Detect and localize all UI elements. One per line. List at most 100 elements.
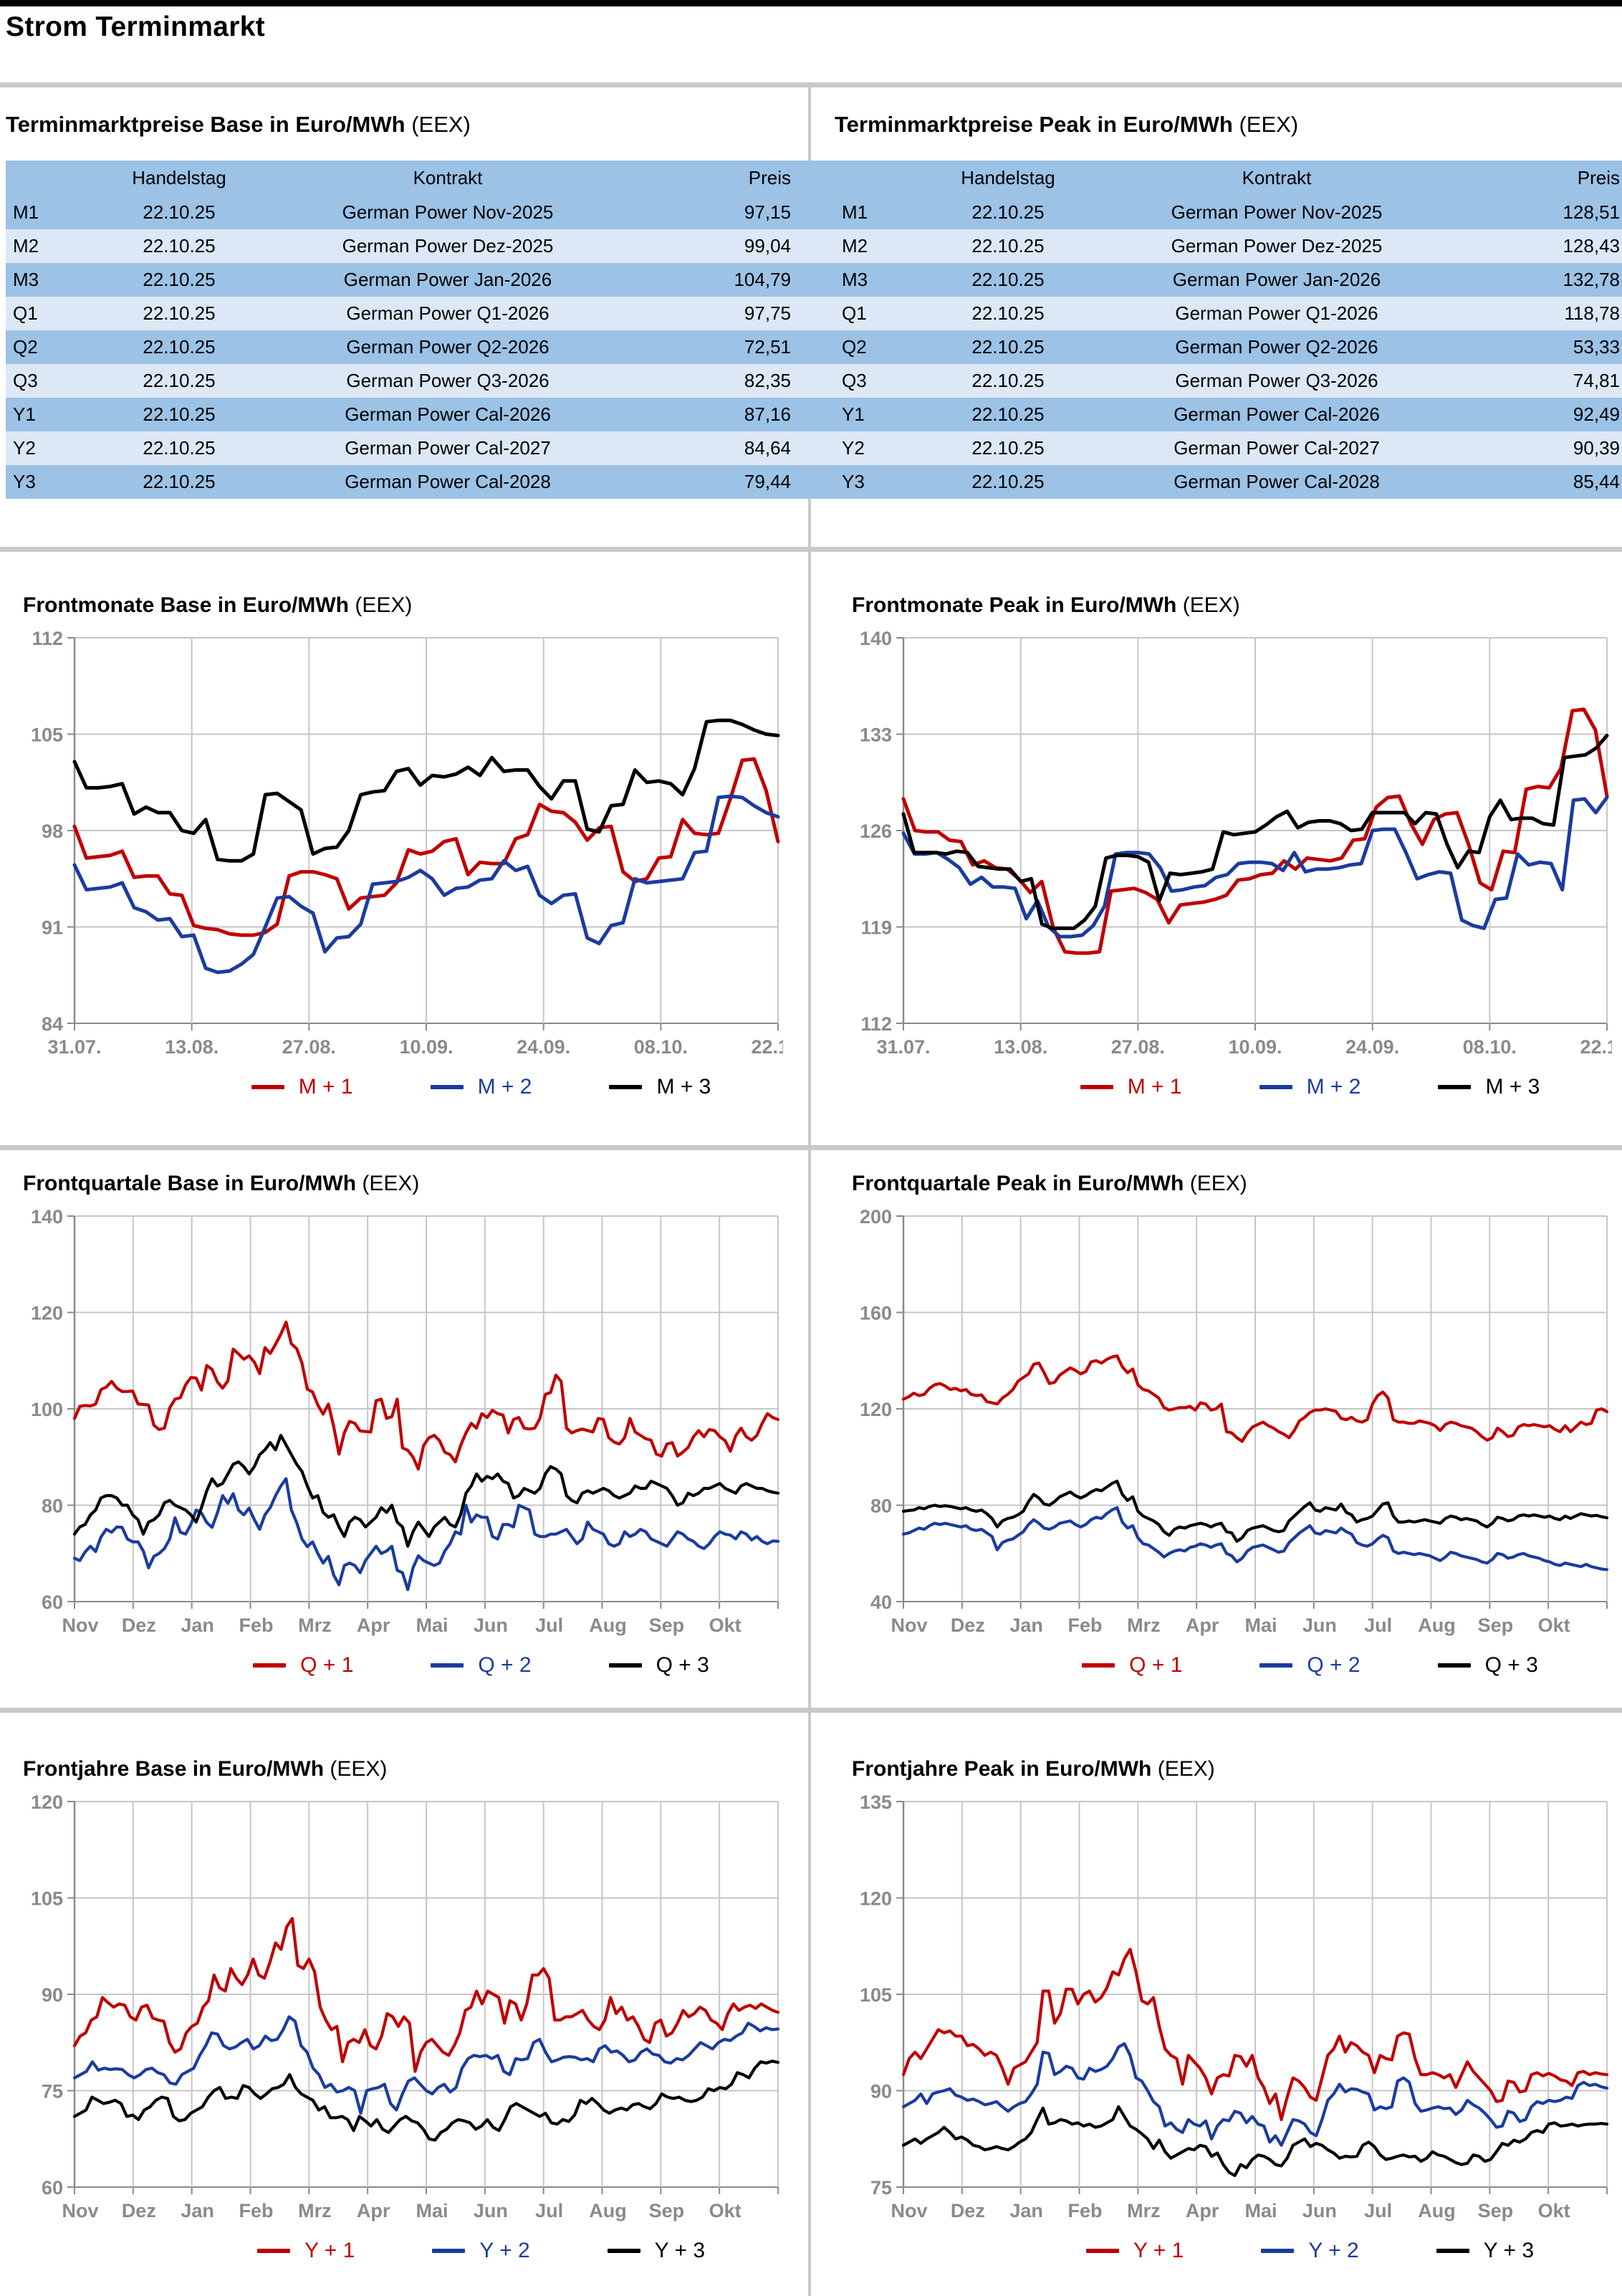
svg-text:22.10.: 22.10. xyxy=(751,1036,783,1058)
table-cell: 90,39 xyxy=(1573,437,1620,459)
table-section-base: Terminmarktpreise Base in Euro/MWh (EEX)… xyxy=(6,112,877,499)
table-cell: 22.10.25 xyxy=(971,437,1045,459)
svg-text:Dez: Dez xyxy=(951,2200,985,2221)
table-row: Q3 22.10.25 German Power Q3-2026 74,81 xyxy=(835,364,1622,398)
chart-title: Frontjahre Peak in Euro/MWh (EEX) xyxy=(852,1757,1215,1781)
section-divider xyxy=(0,1145,1622,1150)
legend-dash-icon xyxy=(607,2249,640,2253)
series-line xyxy=(901,2105,1609,2178)
svg-text:90: 90 xyxy=(870,2081,892,2103)
table-cell xyxy=(835,161,908,196)
chart-title: Frontquartale Peak in Euro/MWh (EEX) xyxy=(852,1172,1247,1195)
table-cell: 22.10.25 xyxy=(143,437,216,459)
series-line xyxy=(72,1433,780,1548)
table-cell: German Power Q1-2026 xyxy=(1175,302,1378,324)
svg-text:105: 105 xyxy=(31,1888,63,1910)
svg-text:Sep: Sep xyxy=(1478,1615,1514,1636)
table-row: Q1 22.10.25 German Power Q1-2026 118,78 xyxy=(835,297,1622,330)
table-title-peak: Terminmarktpreise Peak in Euro/MWh (EEX) xyxy=(835,112,1299,137)
svg-text:Okt: Okt xyxy=(1538,2200,1570,2221)
column-divider xyxy=(808,87,811,2296)
page-title: Strom Terminmarkt xyxy=(6,11,265,42)
line-chart: 112 105 98 91 84 31.07. 13.08. 27.08. 10.09. 24.0… xyxy=(6,628,805,1066)
chart-frontmonate-base: Frontmonate Base in Euro/MWh (EEX) 112 10… xyxy=(6,593,805,1099)
legend-label: Y + 3 xyxy=(654,2239,706,2262)
table-cell: 97,75 xyxy=(744,302,791,324)
table-cell: Preis xyxy=(748,167,791,188)
legend-dash-icon xyxy=(1259,1663,1293,1668)
legend-item: Y + 3 xyxy=(607,2239,706,2263)
svg-text:Jun: Jun xyxy=(1302,1615,1337,1636)
table-cell: Q3 xyxy=(13,370,38,391)
svg-text:135: 135 xyxy=(860,1792,892,1813)
table-row: Y1 22.10.25 German Power Cal-2026 92,49 xyxy=(835,398,1622,431)
legend-dash-icon xyxy=(1438,1085,1472,1089)
table-cell: 72,51 xyxy=(744,336,791,358)
table-row: M3 22.10.25 German Power Jan-2026 132,78 xyxy=(835,263,1622,297)
table-cell: German Power Jan-2026 xyxy=(343,269,552,290)
table-cell xyxy=(6,161,79,196)
svg-text:24.09.: 24.09. xyxy=(1345,1036,1399,1058)
svg-text:100: 100 xyxy=(31,1399,63,1420)
table-cell: Y2 xyxy=(842,437,865,459)
section-divider xyxy=(0,1708,1622,1713)
svg-text:10.09.: 10.09. xyxy=(1228,1036,1282,1058)
table-row: M3 22.10.25 German Power Jan-2026 104,79 xyxy=(6,263,877,297)
svg-text:119: 119 xyxy=(860,917,892,939)
svg-text:133: 133 xyxy=(860,724,892,746)
eex-suffix: (EEX) xyxy=(1157,1757,1215,1781)
table-cell: 22.10.25 xyxy=(143,403,216,425)
price-table-base: Handelstag Kontrakt Preis M1 22.10.25 German … xyxy=(6,161,877,499)
table-cell: Q1 xyxy=(13,302,38,324)
legend-dash-icon xyxy=(1082,1663,1115,1668)
legend-item: Y + 1 xyxy=(1085,2239,1184,2263)
legend-dash-icon xyxy=(608,1663,642,1668)
legend-item: M + 1 xyxy=(1080,1075,1182,1099)
legend-item: Y + 3 xyxy=(1436,2239,1534,2263)
table-row: Y1 22.10.25 German Power Cal-2026 87,16 xyxy=(6,398,877,431)
series-line xyxy=(901,795,1609,939)
svg-text:Jul: Jul xyxy=(1364,2200,1392,2221)
table-cell: German Power Cal-2028 xyxy=(1174,471,1380,492)
svg-text:Apr: Apr xyxy=(1186,1615,1219,1636)
legend-dash-icon xyxy=(253,1663,287,1668)
table-cell: 118,78 xyxy=(1564,302,1620,324)
legend-item: M + 2 xyxy=(1259,1075,1361,1099)
legend-item: Y + 2 xyxy=(432,2239,530,2263)
table-cell: German Power Cal-2028 xyxy=(345,471,551,492)
legend-dash-icon xyxy=(430,1085,464,1089)
svg-text:140: 140 xyxy=(31,1206,63,1228)
series-line xyxy=(901,1479,1609,1543)
chart-title: Frontjahre Base in Euro/MWh (EEX) xyxy=(23,1757,388,1781)
table-title-base: Terminmarktpreise Base in Euro/MWh (EEX) xyxy=(6,112,471,137)
table-cell: Y2 xyxy=(13,437,36,459)
top-rule xyxy=(0,0,1622,6)
legend-label: Y + 2 xyxy=(479,2239,530,2262)
legend-dash-icon xyxy=(609,1085,643,1089)
table-cell: 22.10.25 xyxy=(971,201,1045,223)
svg-text:Feb: Feb xyxy=(1067,2200,1102,2221)
legend-item: M + 1 xyxy=(251,1075,353,1099)
legend-dash-icon xyxy=(431,1663,464,1668)
table-row: M2 22.10.25 German Power Dez-2025 128,43 xyxy=(835,229,1622,263)
svg-text:Dez: Dez xyxy=(951,1615,985,1636)
table-row: Q2 22.10.25 German Power Q2-2026 53,33 xyxy=(835,330,1622,364)
legend-item: Q + 2 xyxy=(431,1653,532,1678)
legend-item: Q + 3 xyxy=(1437,1653,1538,1678)
series-line xyxy=(72,1477,780,1592)
legend-label: Y + 3 xyxy=(1483,2239,1535,2262)
table-cell: Q3 xyxy=(842,370,867,391)
svg-text:105: 105 xyxy=(31,724,63,746)
svg-text:84: 84 xyxy=(42,1013,63,1035)
table-cell: M3 xyxy=(13,269,39,290)
table-row: Q3 22.10.25 German Power Q3-2026 82,35 xyxy=(6,364,877,398)
line-chart: 120 105 90 75 60 Nov Dez Jan Feb Mrz Apr Mai Jun Jul A… xyxy=(6,1792,788,2230)
line-chart: 135 120 105 90 75 Nov Dez Jan Feb Mrz Apr Mai Jun Jul… xyxy=(835,1792,1617,2230)
series-line xyxy=(72,1917,780,2073)
svg-text:Sep: Sep xyxy=(1478,2200,1514,2221)
table-cell: 22.10.25 xyxy=(971,235,1045,257)
table-cell: 22.10.25 xyxy=(143,201,216,223)
svg-text:Mrz: Mrz xyxy=(298,2200,332,2221)
series-line xyxy=(72,757,780,937)
legend-item: Q + 2 xyxy=(1259,1653,1361,1678)
